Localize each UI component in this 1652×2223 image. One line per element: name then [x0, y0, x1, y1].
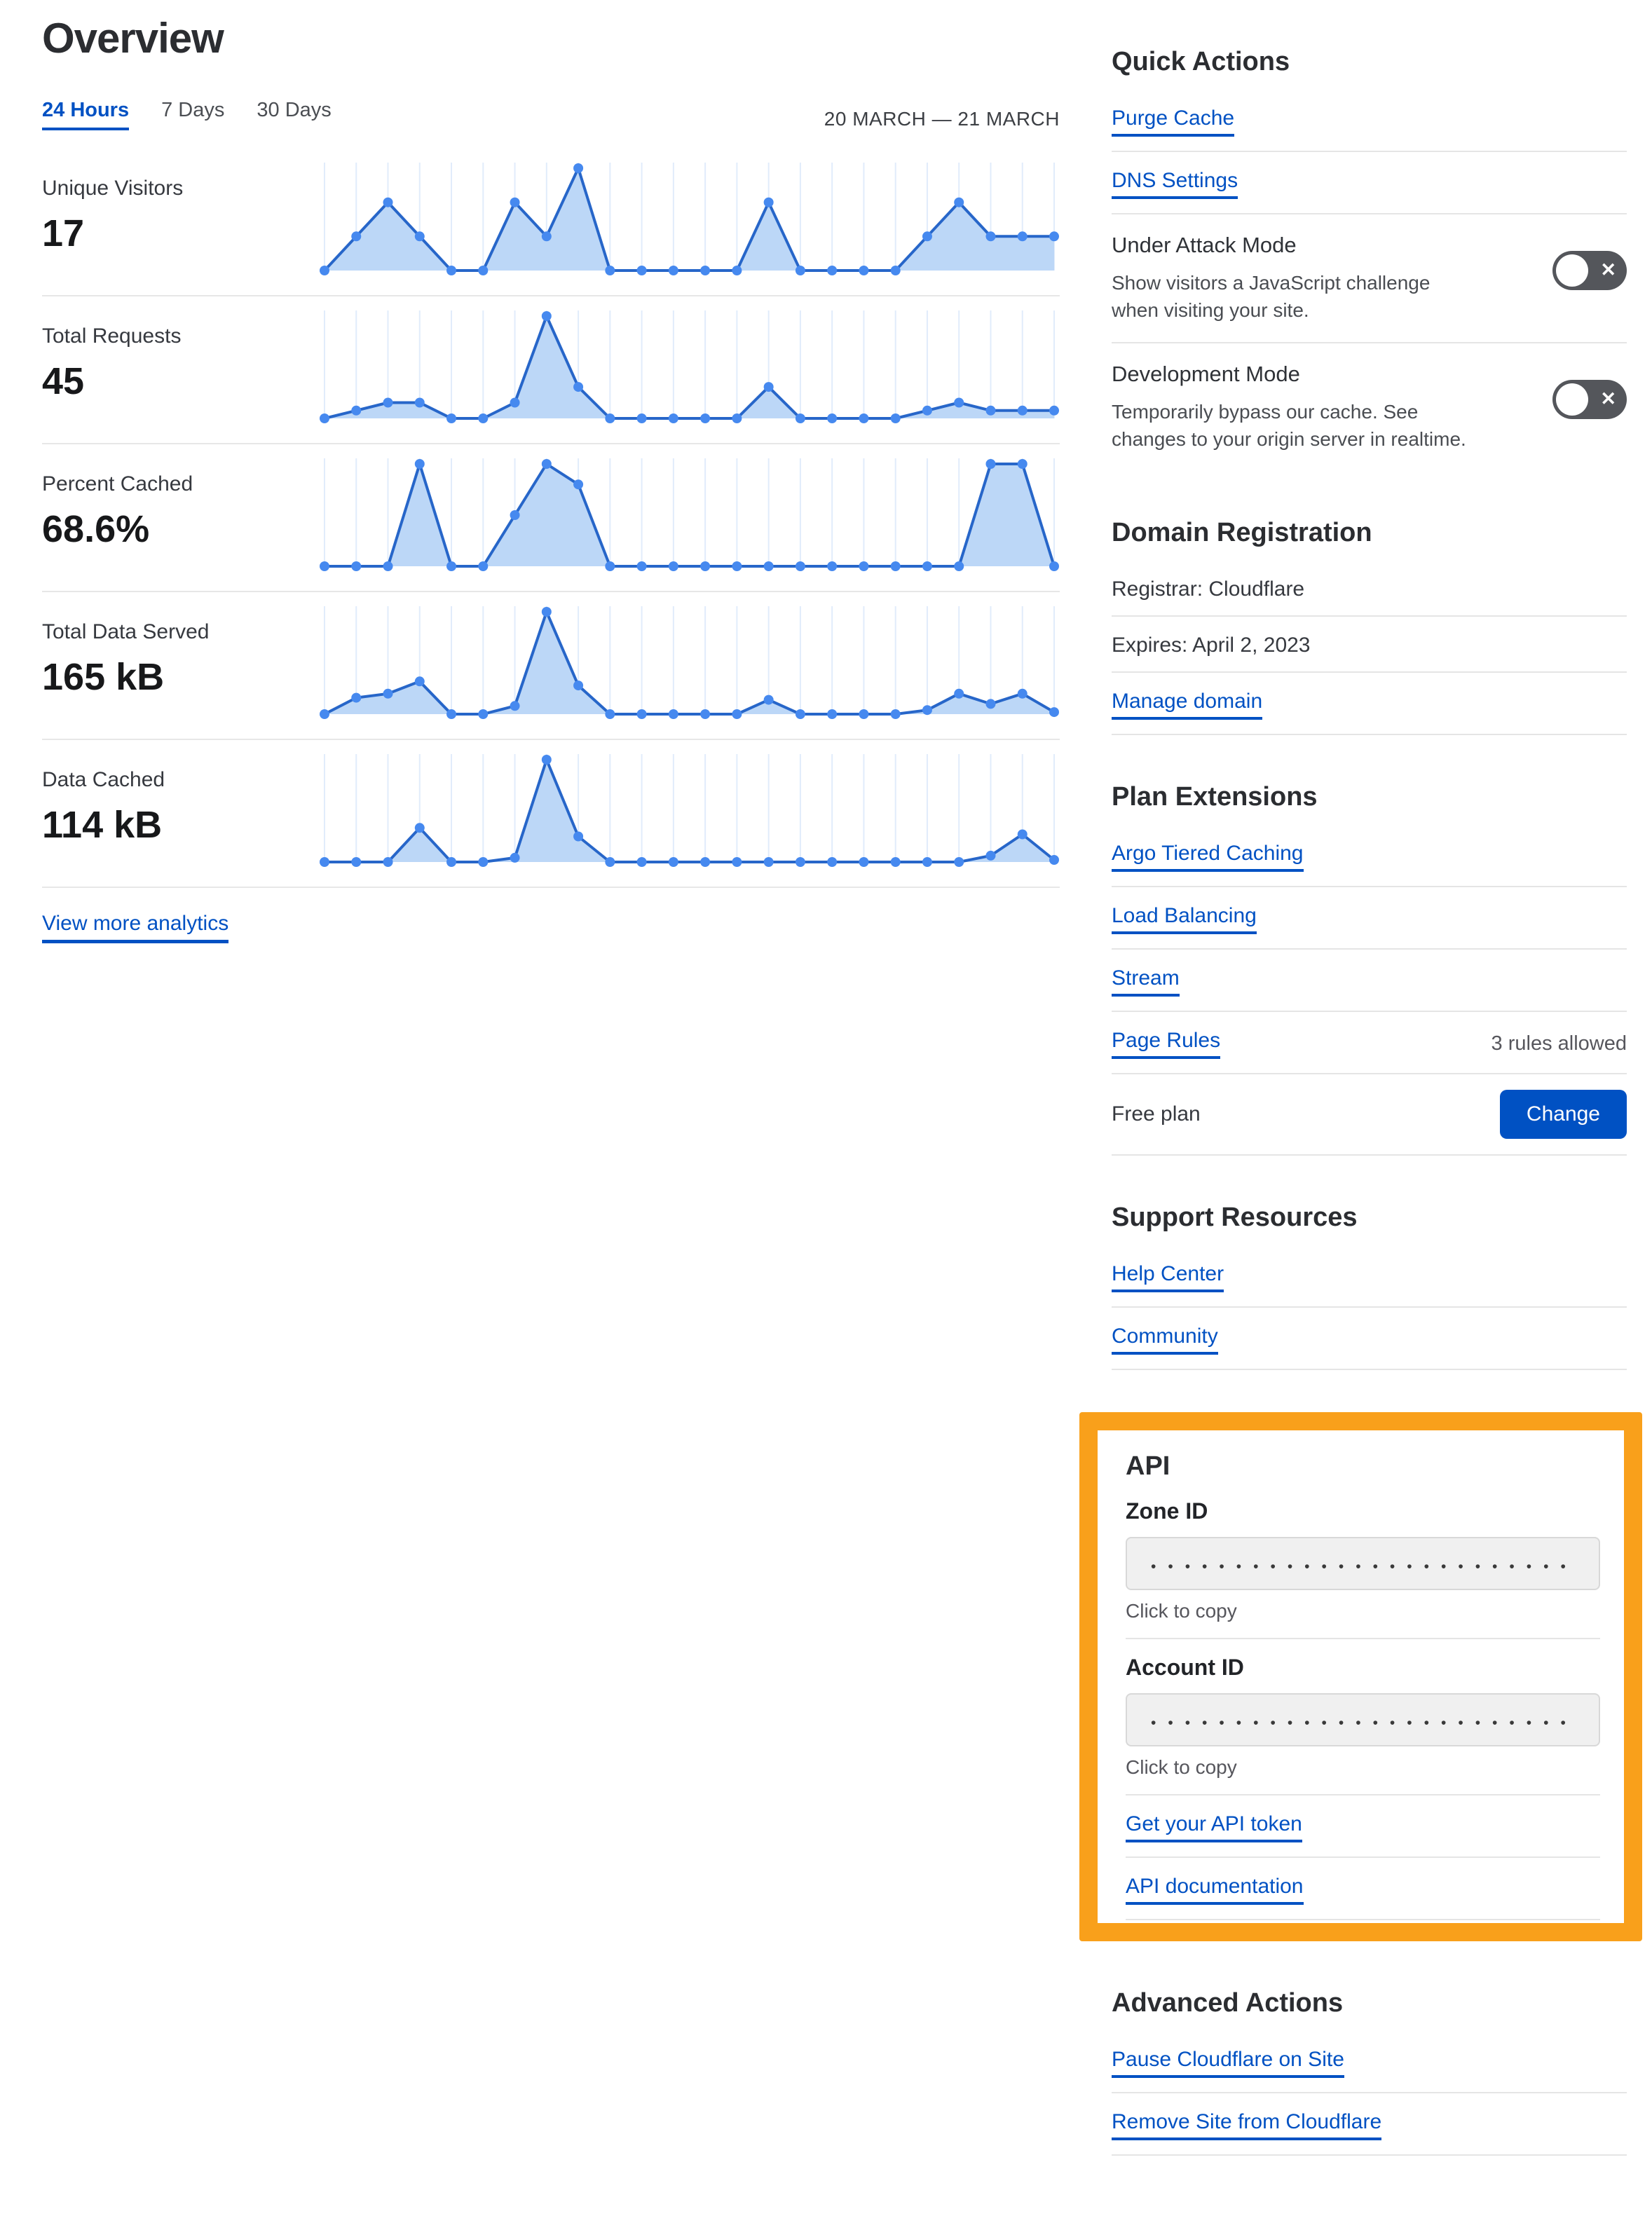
total-requests-chart [320, 310, 1059, 423]
argo-tiered-caching-link[interactable]: Argo Tiered Caching [1112, 842, 1304, 872]
metric-row-unique-visitors: Unique Visitors 17 [42, 149, 1060, 296]
plan-extension-row: Stream [1112, 950, 1627, 1012]
expires-row: Expires: April 2, 2023 [1112, 617, 1627, 673]
domain-registration-heading: Domain Registration [1112, 518, 1372, 547]
metric-row-total-requests: Total Requests 45 [42, 296, 1060, 444]
purge-cache-link[interactable]: Purge Cache [1112, 107, 1235, 137]
data-cached-chart [320, 754, 1059, 867]
load-balancing-link[interactable]: Load Balancing [1112, 904, 1257, 934]
metric-value: 165 kB [42, 656, 165, 698]
help-center-link[interactable]: Help Center [1112, 1262, 1224, 1292]
api-link-row: API documentation [1126, 1858, 1600, 1920]
plan-extension-row: Argo Tiered Caching [1112, 825, 1627, 887]
analytics-panel: Overview 24 Hours 7 Days 30 Days 20 MARC… [42, 14, 1060, 943]
under-attack-mode-description: Show visitors a JavaScript challenge whe… [1112, 272, 1431, 321]
development-mode-description: Temporarily bypass our cache. See change… [1112, 401, 1466, 450]
account-id-field[interactable]: ••••••••••••••••••••••••••• [1126, 1693, 1600, 1746]
toggle-knob [1556, 383, 1588, 416]
page-rules-link[interactable]: Page Rules [1112, 1029, 1221, 1059]
plan-extension-row: Page Rules 3 rules allowed [1112, 1012, 1627, 1074]
zone-id-copy-hint: Click to copy [1126, 1600, 1600, 1639]
registrar-row: Registrar: Cloudflare [1112, 561, 1627, 617]
plan-extensions-heading: Plan Extensions [1112, 782, 1318, 812]
metric-value: 45 [42, 360, 85, 402]
manage-domain-row: Manage domain [1112, 673, 1627, 735]
account-id-copy-hint: Click to copy [1126, 1756, 1600, 1795]
tab-7-days[interactable]: 7 Days [161, 99, 225, 121]
expires-value: Expires: April 2, 2023 [1112, 634, 1311, 657]
dns-settings-link[interactable]: DNS Settings [1112, 169, 1238, 199]
support-row: Help Center [1112, 1245, 1627, 1308]
advanced-actions-heading: Advanced Actions [1112, 1988, 1344, 2018]
manage-domain-link[interactable]: Manage domain [1112, 690, 1263, 720]
current-plan-label: Free plan [1112, 1102, 1201, 1126]
page-rules-allowance: 3 rules allowed [1491, 1032, 1627, 1055]
metric-value: 68.6% [42, 508, 150, 550]
registrar-value: Registrar: Cloudflare [1112, 577, 1305, 601]
pause-cloudflare-link[interactable]: Pause Cloudflare on Site [1112, 2048, 1344, 2078]
metric-list: Unique Visitors 17 Total Requests 45 Per… [42, 149, 1060, 888]
page-title: Overview [42, 15, 224, 62]
zone-id-field[interactable]: ••••••••••••••••••••••••••• [1126, 1537, 1600, 1590]
time-range-tabs: 24 Hours 7 Days 30 Days [42, 99, 332, 130]
stream-link[interactable]: Stream [1112, 966, 1180, 997]
metric-row-data-cached: Data Cached 114 kB [42, 740, 1060, 888]
date-range: 20 MARCH — 21 MARCH [824, 108, 1060, 130]
quick-actions-heading: Quick Actions [1112, 47, 1290, 76]
account-id-masked-value: ••••••••••••••••••••••••••• [1151, 1715, 1575, 1730]
development-mode-block: Development Mode Temporarily bypass our … [1112, 343, 1627, 471]
metric-label: Percent Cached [42, 472, 193, 495]
get-api-token-link[interactable]: Get your API token [1126, 1812, 1302, 1842]
metric-value: 114 kB [42, 804, 163, 846]
quick-action-row: Purge Cache [1112, 90, 1627, 152]
support-resources-heading: Support Resources [1112, 1203, 1358, 1232]
development-mode-title: Development Mode [1112, 362, 1300, 386]
api-documentation-link[interactable]: API documentation [1126, 1875, 1304, 1905]
metric-row-percent-cached: Percent Cached 68.6% [42, 444, 1060, 592]
range-bar: 24 Hours 7 Days 30 Days 20 MARCH — 21 MA… [42, 99, 1060, 130]
advanced-action-row: Pause Cloudflare on Site [1112, 2031, 1627, 2093]
development-mode-toggle[interactable]: ✕ [1552, 380, 1627, 419]
unique-visitors-chart [320, 163, 1059, 275]
metric-label: Total Requests [42, 324, 182, 348]
zone-id-label: Zone ID [1126, 1498, 1208, 1524]
metric-label: Unique Visitors [42, 177, 184, 200]
metric-value: 17 [42, 212, 85, 254]
change-plan-button[interactable]: Change [1499, 1090, 1627, 1139]
quick-action-row: DNS Settings [1112, 152, 1627, 214]
total-data-served-chart [320, 606, 1059, 719]
under-attack-mode-title: Under Attack Mode [1112, 233, 1297, 257]
metric-row-total-data-served: Total Data Served 165 kB [42, 592, 1060, 740]
percent-cached-chart [320, 458, 1059, 571]
support-row: Community [1112, 1308, 1627, 1370]
plan-extension-row: Load Balancing [1112, 887, 1627, 950]
toggle-off-x-icon: ✕ [1600, 259, 1616, 280]
under-attack-mode-block: Under Attack Mode Show visitors a JavaSc… [1112, 214, 1627, 343]
community-link[interactable]: Community [1112, 1325, 1218, 1355]
advanced-action-row: Remove Site from Cloudflare [1112, 2093, 1627, 2156]
view-more-analytics-link[interactable]: View more analytics [42, 912, 229, 943]
under-attack-mode-toggle[interactable]: ✕ [1552, 251, 1627, 290]
tab-24-hours[interactable]: 24 Hours [42, 99, 130, 130]
api-section-highlighted: API Zone ID ••••••••••••••••••••••••••• … [1079, 1412, 1642, 1941]
sidebar: Quick Actions Purge Cache DNS Settings U… [1079, 45, 1642, 2156]
toggle-off-x-icon: ✕ [1600, 388, 1616, 409]
current-plan-row: Free plan Change [1112, 1074, 1627, 1156]
account-id-label: Account ID [1126, 1655, 1244, 1680]
tab-30-days[interactable]: 30 Days [257, 99, 332, 121]
zone-id-masked-value: ••••••••••••••••••••••••••• [1151, 1559, 1575, 1574]
metric-label: Data Cached [42, 768, 165, 791]
toggle-knob [1556, 254, 1588, 287]
api-heading: API [1126, 1451, 1170, 1481]
api-link-row: Get your API token [1126, 1795, 1600, 1858]
metric-label: Total Data Served [42, 620, 210, 643]
remove-site-link[interactable]: Remove Site from Cloudflare [1112, 2110, 1382, 2140]
